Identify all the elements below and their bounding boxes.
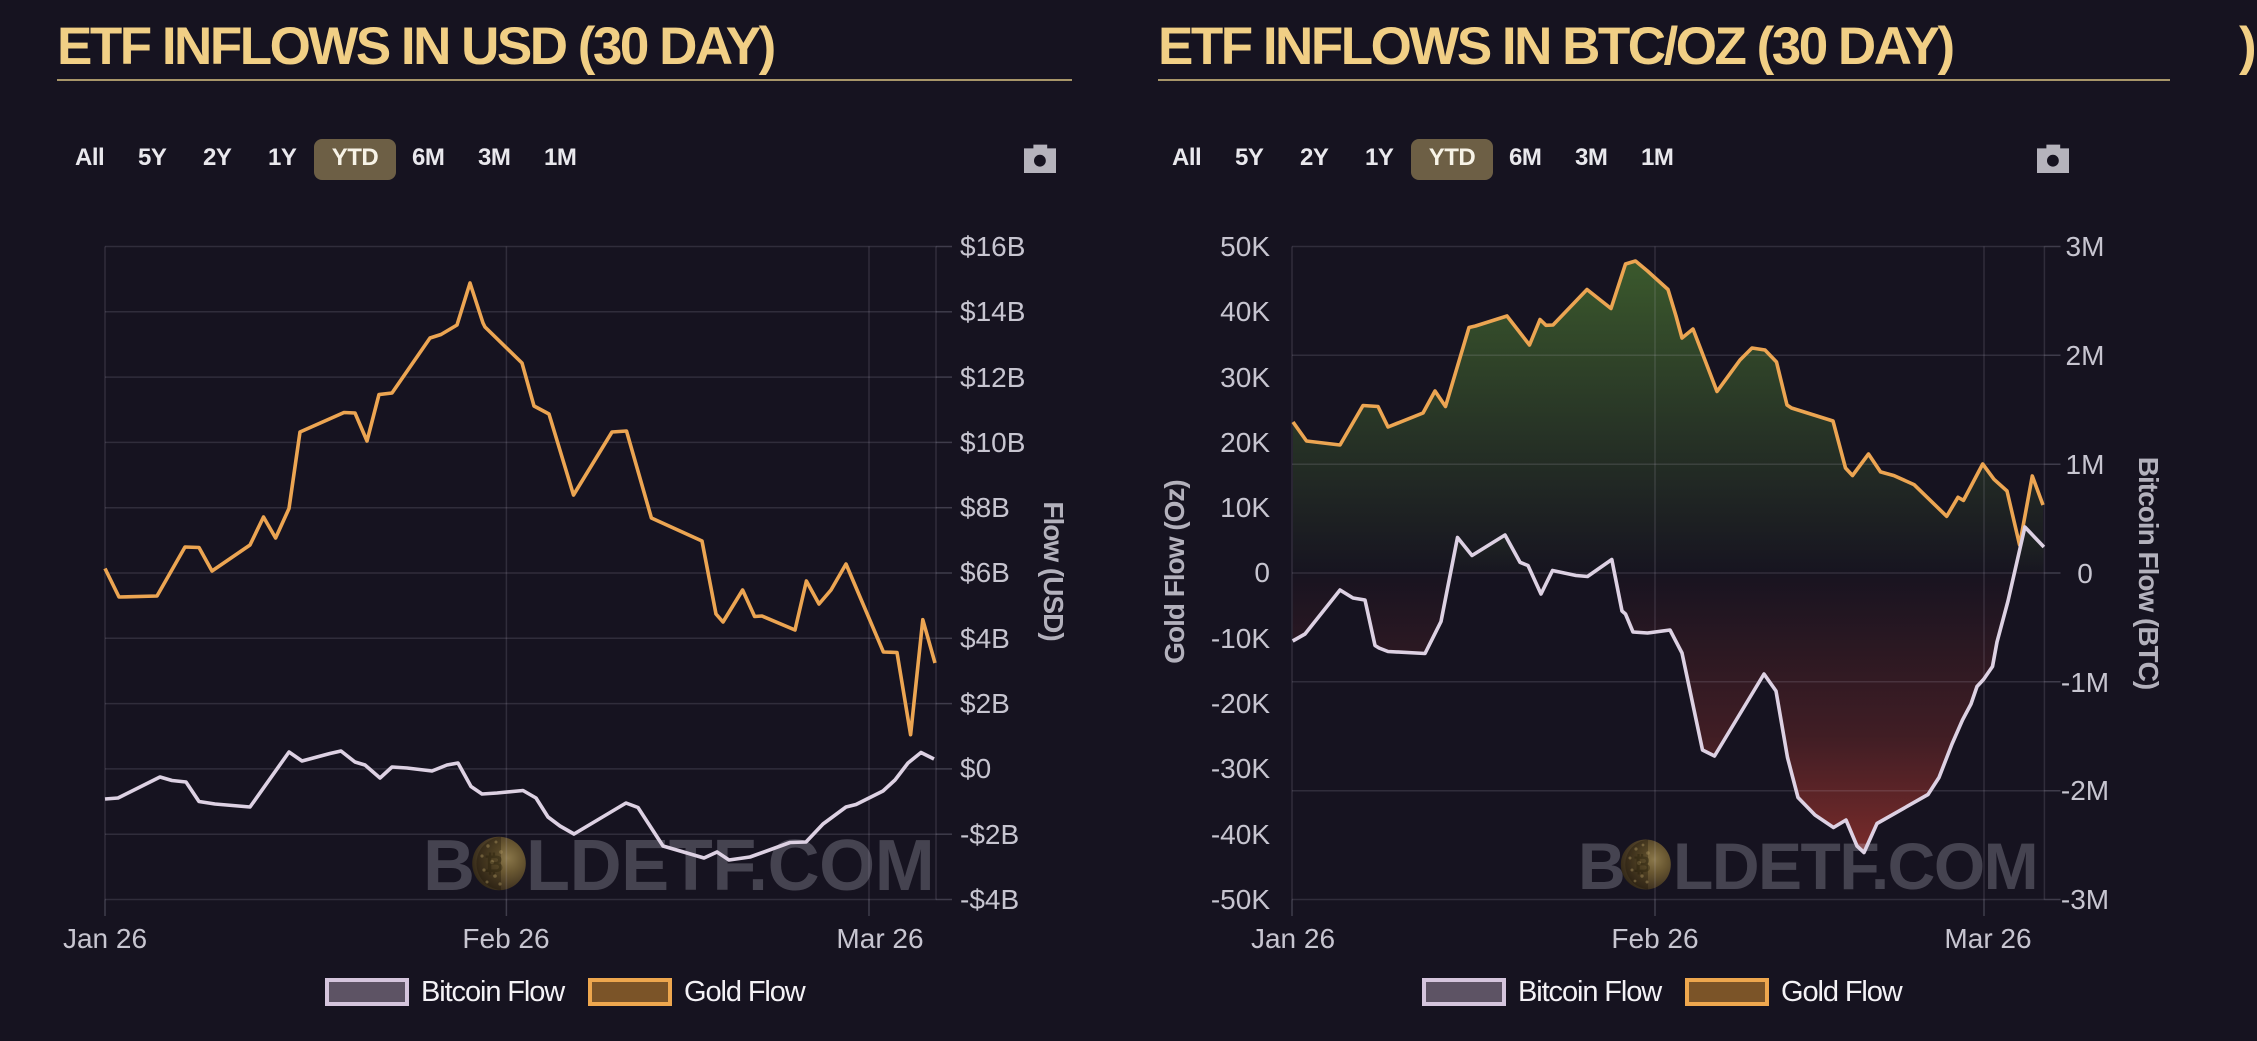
svg-text:LDETF.COM: LDETF.COM <box>526 826 934 906</box>
svg-text:B: B <box>1578 829 1624 903</box>
svg-text:B: B <box>423 826 473 906</box>
svg-text:₿: ₿ <box>1633 852 1651 877</box>
svg-text:₿: ₿ <box>484 851 504 878</box>
